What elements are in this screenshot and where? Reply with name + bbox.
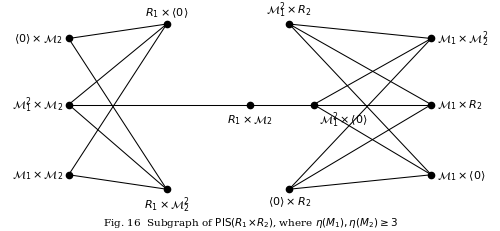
Text: $\mathcal{M}_1^2 \times \langle 0\rangle$: $\mathcal{M}_1^2 \times \langle 0\rangle… xyxy=(318,110,368,130)
Text: $\mathcal{M}_1 \times R_2$: $\mathcal{M}_1 \times R_2$ xyxy=(437,98,483,112)
Text: $\mathcal{M}_1^2 \times \mathcal{M}_2$: $\mathcal{M}_1^2 \times \mathcal{M}_2$ xyxy=(12,95,63,115)
Text: $R_1 \times \langle 0\rangle$: $R_1 \times \langle 0\rangle$ xyxy=(145,6,188,20)
Text: $\mathcal{M}_1 \times \langle 0\rangle$: $\mathcal{M}_1 \times \langle 0\rangle$ xyxy=(437,168,486,182)
Text: $\langle 0\rangle \times \mathcal{M}_2$: $\langle 0\rangle \times \mathcal{M}_2$ xyxy=(14,33,63,46)
Text: $R_1 \times \mathcal{M}_2^2$: $R_1 \times \mathcal{M}_2^2$ xyxy=(144,195,190,214)
Text: $\mathcal{M}_1 \times \mathcal{M}_2$: $\mathcal{M}_1 \times \mathcal{M}_2$ xyxy=(12,169,63,181)
Text: $\langle 0\rangle \times R_2$: $\langle 0\rangle \times R_2$ xyxy=(268,195,311,208)
Text: $R_1 \times \mathcal{M}_2$: $R_1 \times \mathcal{M}_2$ xyxy=(227,112,273,126)
Text: $\mathcal{M}_1 \times \mathcal{M}_2^2$: $\mathcal{M}_1 \times \mathcal{M}_2^2$ xyxy=(437,30,488,49)
Text: Fig. 16  Subgraph of $\mathrm{PIS}(R_1\!\times\! R_2)$, where $\eta(M_1),\eta(M_: Fig. 16 Subgraph of $\mathrm{PIS}(R_1\!\… xyxy=(102,215,398,229)
Text: $\mathcal{M}_1^2 \times R_2$: $\mathcal{M}_1^2 \times R_2$ xyxy=(266,0,312,20)
